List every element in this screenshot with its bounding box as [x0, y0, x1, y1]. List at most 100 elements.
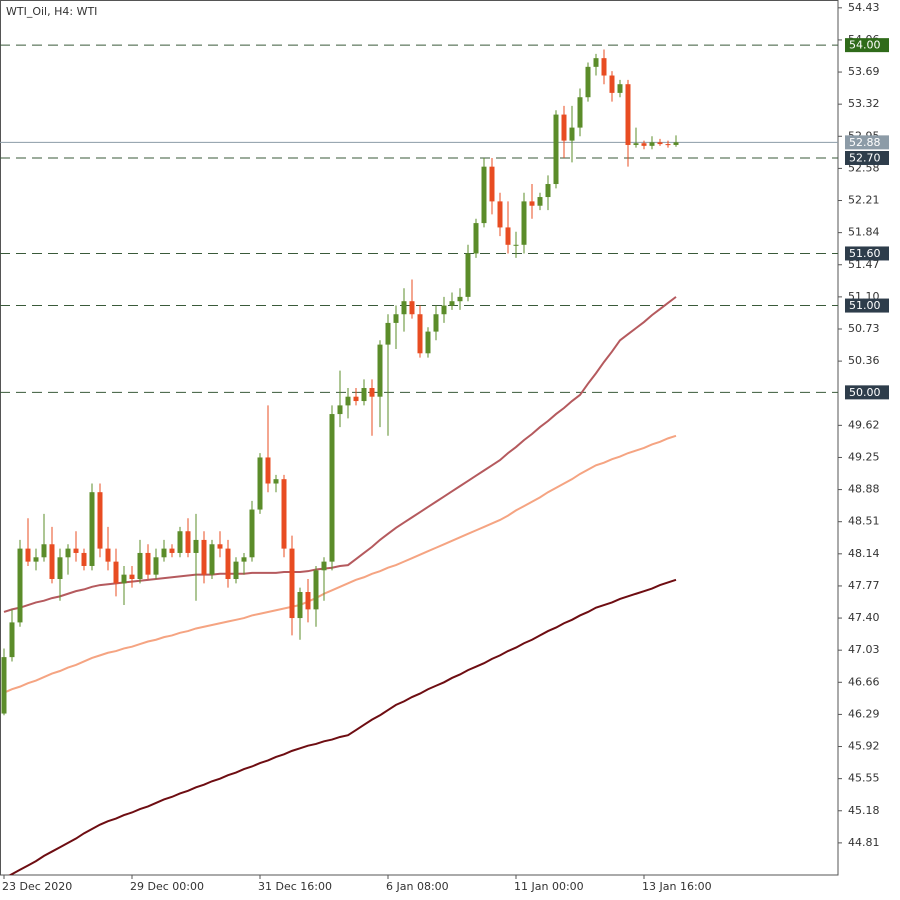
candle-body — [417, 314, 423, 354]
candle-body — [425, 331, 431, 354]
candle-body — [617, 84, 623, 93]
current-price-label: 52.88 — [849, 136, 881, 149]
candle-body — [505, 227, 511, 245]
candle-body — [577, 97, 583, 128]
level-label-box — [845, 298, 889, 313]
y-tick-label: 45.18 — [848, 804, 880, 817]
candle-body — [497, 201, 503, 228]
candle-body — [513, 244, 519, 246]
y-tick-label: 46.29 — [848, 707, 880, 720]
y-tick-label: 48.88 — [848, 483, 880, 496]
candle-body — [169, 548, 175, 553]
y-tick-label: 49.25 — [848, 450, 880, 463]
candle-body — [457, 296, 463, 302]
y-tick-label: 53.32 — [848, 97, 880, 110]
candle-body — [633, 143, 639, 145]
candle-body — [369, 388, 375, 397]
y-tick-label: 51.84 — [848, 226, 880, 239]
y-tick-label: 49.62 — [848, 418, 880, 431]
candle-body — [41, 544, 47, 558]
moving-average — [8, 578, 677, 875]
candle-body — [441, 305, 447, 315]
candle-body — [233, 561, 239, 579]
candle-body — [361, 388, 367, 402]
candle-body — [337, 405, 343, 415]
candle-body — [217, 544, 223, 549]
candle-body — [561, 114, 567, 141]
candle-body — [569, 127, 575, 141]
candle-body — [177, 531, 183, 553]
candle-body — [121, 574, 127, 584]
candle-body — [665, 144, 671, 146]
candle-body — [1, 657, 7, 714]
level-label-box — [845, 385, 889, 400]
level-label: 52.70 — [849, 151, 881, 164]
y-tick-label: 54.43 — [848, 1, 880, 14]
x-tick-label: 6 Jan 08:00 — [386, 880, 449, 893]
level-label-box — [845, 246, 889, 261]
y-tick-label: 50.73 — [848, 322, 880, 335]
y-tick-label: 48.14 — [848, 547, 880, 560]
candle-body — [529, 201, 535, 206]
candle-body — [89, 492, 95, 566]
level-label: 50.00 — [849, 386, 881, 399]
candle-body — [185, 531, 191, 553]
plot-area — [0, 44, 838, 875]
candle-body — [17, 548, 23, 623]
candle-body — [297, 592, 303, 619]
x-tick-label: 29 Dec 00:00 — [130, 880, 204, 893]
candle-body — [449, 301, 455, 306]
candle-body — [273, 479, 279, 484]
candle-body — [305, 592, 311, 610]
candle-body — [673, 142, 679, 145]
candle-body — [73, 548, 79, 553]
candle-body — [49, 544, 55, 579]
candle-body — [81, 552, 87, 566]
y-tick-label: 53.69 — [848, 65, 880, 78]
candle-body — [161, 548, 167, 558]
candle-body — [249, 509, 255, 558]
candle-body — [385, 322, 391, 345]
level-label: 54.00 — [849, 39, 881, 52]
candle-body — [401, 301, 407, 315]
y-tick-label: 45.92 — [848, 740, 880, 753]
candle-body — [481, 166, 487, 224]
candle-body — [465, 253, 471, 297]
candle-body — [521, 201, 527, 245]
candle-body — [329, 414, 335, 562]
candle-body — [289, 548, 295, 619]
y-tick-label: 45.55 — [848, 772, 880, 785]
candle-body — [609, 75, 615, 93]
candle-body — [209, 544, 215, 575]
candle-body — [353, 396, 359, 402]
candle-body — [585, 66, 591, 98]
candle-body — [257, 457, 263, 510]
x-tick-label: 23 Dec 2020 — [2, 880, 72, 893]
candle-body — [65, 548, 71, 558]
candle-body — [145, 552, 151, 575]
candle-body — [537, 197, 543, 206]
level-label-box — [845, 38, 889, 53]
candle-body — [105, 548, 111, 562]
candle-body — [593, 58, 599, 67]
candle-body — [601, 58, 607, 76]
candle-body — [553, 114, 559, 185]
level-label-box — [845, 150, 889, 165]
y-tick-label: 46.66 — [848, 675, 880, 688]
candle-body — [129, 574, 135, 579]
candle-body — [545, 184, 551, 198]
candle-body — [409, 301, 415, 315]
candle-body — [201, 539, 207, 575]
x-tick-label: 31 Dec 16:00 — [258, 880, 332, 893]
candle-body — [345, 396, 351, 406]
plot-frame — [0, 0, 839, 876]
candle-body — [433, 314, 439, 332]
candle-body — [489, 166, 495, 202]
y-tick-label: 47.77 — [848, 579, 880, 592]
candle-body — [657, 142, 663, 145]
y-tick-label: 47.03 — [848, 643, 880, 656]
candle-body — [113, 561, 119, 584]
candle-body — [33, 557, 39, 562]
candle-body — [377, 344, 383, 397]
